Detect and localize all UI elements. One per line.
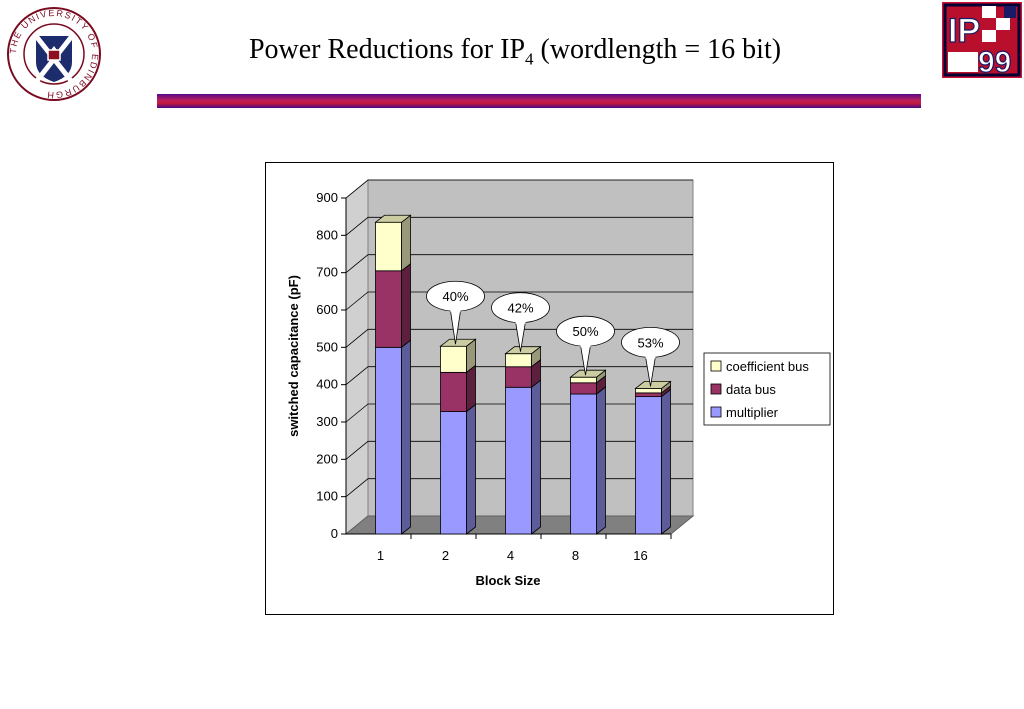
bar-segment-side: [531, 379, 541, 535]
x-tick-label: 8: [572, 548, 579, 563]
bar-segment-coefficient-bus: [375, 221, 402, 272]
gridline: [345, 291, 693, 311]
chart-frame: 0 100 200 300 400 500 600 700 800 900 1 2 40% 4 42% 8 50…: [265, 162, 834, 615]
bar-segment-side: [466, 364, 476, 413]
y-tick-label: 900: [316, 190, 338, 205]
legend: coefficient bus data bus multiplier: [703, 352, 831, 426]
bar-segment-multiplier: [635, 396, 662, 535]
slide-title-main: Power Reductions for IP: [248, 34, 526, 65]
stacked-bar-chart: 0 100 200 300 400 500 600 700 800 900 1 2 40% 4 42% 8 50…: [286, 178, 831, 588]
bar-segment-multiplier: [375, 346, 402, 535]
bar-top-face: [634, 380, 672, 389]
bar-segment-side: [466, 403, 476, 535]
bar-top-face: [439, 338, 477, 347]
x-tick-label: 4: [507, 548, 514, 563]
callout-label: 42%: [507, 301, 533, 316]
slide-title-rest: (wordlength = 16 bit): [533, 34, 782, 65]
legend-swatch-data-bus: [710, 383, 722, 395]
gridline: [345, 179, 693, 199]
bar-segment-multiplier: [440, 411, 467, 535]
bar-segment-side: [661, 388, 671, 535]
bar-segment-multiplier: [570, 393, 597, 535]
bar-segment-data-bus: [440, 371, 467, 412]
legend-swatch-coefficient-bus: [710, 360, 722, 372]
legend-label: data bus: [726, 382, 776, 397]
bar-segment-side: [401, 262, 411, 349]
bar-segment-multiplier: [505, 386, 532, 535]
bar-segment-data-bus: [505, 366, 532, 388]
y-tick-label: 400: [316, 377, 338, 392]
y-tick-label: 500: [316, 339, 338, 354]
legend-box: [703, 352, 831, 426]
x-tick-label: 16: [633, 548, 647, 563]
legend-label: coefficient bus: [726, 359, 809, 374]
slide-title-subscript: 4: [525, 49, 534, 69]
y-axis-title: switched capacitance (pF): [286, 275, 301, 437]
bar-segment-side: [596, 386, 606, 535]
y-tick-label: 700: [316, 265, 338, 280]
gridline: [345, 216, 693, 236]
bar-top-face: [504, 346, 542, 355]
bar-top-face: [569, 369, 607, 378]
callout-label: 40%: [442, 289, 468, 304]
x-tick-label: 2: [442, 548, 449, 563]
callout-joint: [645, 350, 656, 359]
bar-top-face: [374, 214, 412, 223]
legend-swatch-multiplier: [710, 406, 722, 418]
university-crest-logo: THE UNIVERSITY OF EDINBURGH: [7, 7, 101, 101]
y-tick-label: 600: [316, 302, 338, 317]
callout-joint: [515, 315, 526, 324]
bar-segment-data-bus: [570, 382, 597, 395]
ip99-logo-top-text: IP: [948, 12, 980, 50]
x-axis-title: Block Size: [475, 573, 540, 588]
bar-segment-data-bus: [635, 392, 662, 398]
y-tick-label: 200: [316, 451, 338, 466]
callout-joint: [580, 339, 591, 348]
callout-joint: [450, 304, 461, 313]
y-tick-label: 800: [316, 227, 338, 242]
callout-label: 50%: [572, 324, 598, 339]
bar-segment-coefficient-bus: [570, 376, 597, 384]
y-tick-label: 0: [331, 526, 338, 541]
callout-label: 53%: [637, 335, 663, 350]
ip99-logo: IP 99: [942, 2, 1022, 78]
y-tick-label: 300: [316, 414, 338, 429]
gridline: [345, 254, 693, 273]
bar-segment-side: [401, 339, 411, 535]
bar-segment-coefficient-bus: [505, 353, 532, 368]
bar-segment-data-bus: [375, 270, 402, 348]
legend-label: multiplier: [726, 405, 779, 420]
bar-segment-coefficient-bus: [635, 387, 662, 394]
bar-segment-side: [401, 214, 411, 272]
title-divider: [157, 94, 921, 108]
bar-segment-coefficient-bus: [440, 345, 467, 373]
slide-title: Power Reductions for IP4 (wordlength = 1…: [150, 34, 880, 70]
ip99-logo-bottom-text: 99: [978, 46, 1011, 78]
x-tick-label: 1: [377, 548, 384, 563]
y-tick-label: 100: [316, 489, 338, 504]
